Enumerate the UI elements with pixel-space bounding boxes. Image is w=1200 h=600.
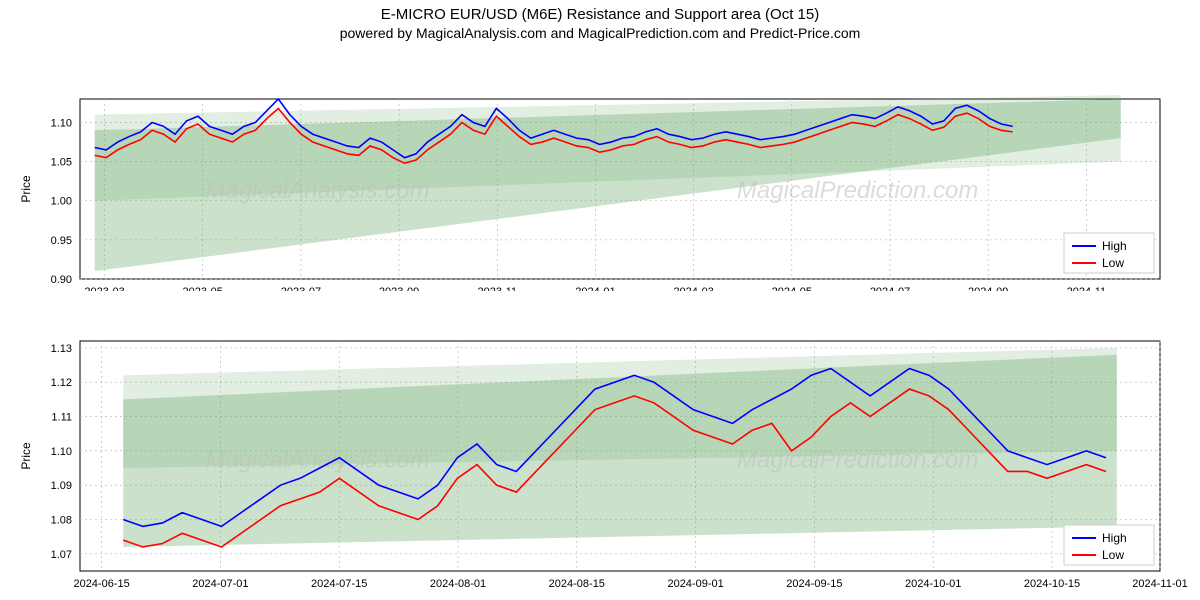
- y-tick-label: 1.05: [51, 157, 72, 169]
- y-tick-label: 1.10: [51, 446, 72, 458]
- x-tick-label: 2024-08-01: [430, 578, 486, 590]
- x-tick-label: 2024-11-01: [1132, 578, 1187, 590]
- legend-low-label: Low: [1102, 548, 1124, 562]
- y-tick-label: 1.09: [51, 480, 72, 492]
- y-tick-label: 1.00: [51, 196, 72, 208]
- x-tick-label: 2024-06-15: [73, 578, 129, 590]
- watermark-right: MagicalPrediction.com: [737, 447, 978, 474]
- chart-bottom: 1.07 1.08 1.09 1.10 1.11 1.12 1.13 2024-06-15 20…: [0, 291, 1200, 591]
- chart-subtitle: powered by MagicalAnalysis.com and Magic…: [0, 25, 1200, 41]
- chart-top: 0.900.951.001.051.102023-032023-052023-0…: [0, 41, 1200, 291]
- x-tick-label: 2024-09-15: [786, 578, 842, 590]
- watermark-right: MagicalPrediction.com: [737, 177, 978, 204]
- x-tick-label: 2024-10-01: [905, 578, 961, 590]
- y-tick-label: 1.07: [51, 549, 72, 561]
- watermark-left: MagicalAnalysis.com: [206, 177, 430, 204]
- legend-high-label: High: [1102, 531, 1127, 545]
- y-tick-label: 1.10: [51, 117, 72, 129]
- y-tick-label: 1.13: [51, 343, 72, 355]
- x-tick-label: 2024-07-15: [311, 578, 367, 590]
- legend-low-label: Low: [1102, 256, 1124, 270]
- y-axis-label: Price: [19, 175, 33, 203]
- y-tick-label: 1.12: [51, 377, 72, 389]
- chart-title: E-MICRO EUR/USD (M6E) Resistance and Sup…: [0, 6, 1200, 23]
- y-tick-label: 1.11: [51, 412, 72, 424]
- legend-high-label: High: [1102, 239, 1127, 253]
- x-tick-label: 2024-09-01: [667, 578, 723, 590]
- x-tick-label: 2024-07-01: [192, 578, 248, 590]
- x-tick-label: 2024-08-15: [549, 578, 605, 590]
- y-axis-label: Price: [19, 442, 33, 470]
- x-tick-label: 2024-10-15: [1024, 578, 1080, 590]
- y-tick-label: 1.08: [51, 515, 72, 527]
- y-tick-label: 0.90: [51, 274, 72, 286]
- y-tick-label: 0.95: [51, 235, 72, 247]
